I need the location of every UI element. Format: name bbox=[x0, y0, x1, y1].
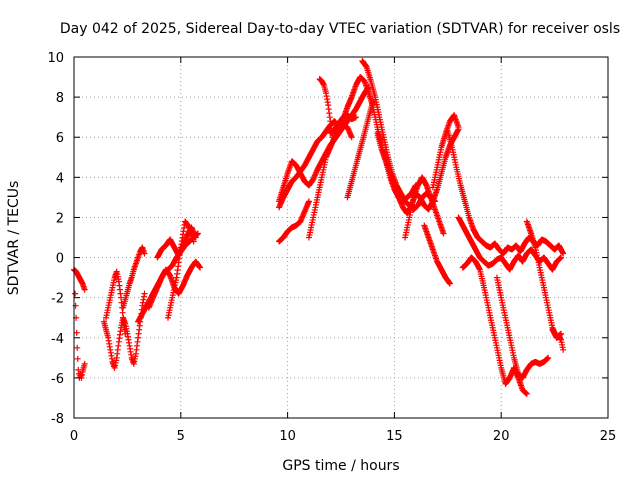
y-tick-label: -8 bbox=[51, 412, 64, 427]
x-tick-label: 15 bbox=[386, 429, 403, 444]
data-series bbox=[402, 174, 447, 241]
data-series bbox=[100, 290, 148, 371]
data-point bbox=[446, 280, 453, 287]
data-point bbox=[122, 330, 129, 337]
data-point bbox=[352, 114, 359, 121]
data-series bbox=[120, 244, 148, 311]
x-tick-label: 20 bbox=[493, 429, 510, 444]
x-tick-label: 0 bbox=[70, 429, 78, 444]
data-point bbox=[523, 390, 530, 397]
data-series bbox=[276, 198, 312, 245]
data-point bbox=[558, 254, 565, 261]
data-series bbox=[305, 122, 355, 241]
data-point bbox=[455, 124, 462, 131]
x-tick-label: 5 bbox=[177, 429, 185, 444]
data-series bbox=[549, 326, 567, 353]
data-series bbox=[421, 222, 453, 287]
data-point bbox=[81, 360, 88, 367]
y-axis-label: SDTVAR / TECUs bbox=[6, 181, 22, 296]
y-tick-label: 4 bbox=[56, 171, 64, 186]
y-tick-label: 8 bbox=[56, 91, 64, 106]
data-series bbox=[145, 258, 204, 311]
y-tick-label: -4 bbox=[51, 332, 64, 347]
data-point bbox=[81, 286, 88, 293]
y-tick-label: -2 bbox=[51, 292, 64, 307]
data-series bbox=[103, 268, 129, 337]
data-series bbox=[72, 290, 88, 381]
data-series bbox=[164, 218, 197, 321]
gridlines bbox=[74, 57, 608, 418]
data-point bbox=[74, 355, 81, 362]
y-tick-label: 2 bbox=[56, 211, 64, 226]
data-point bbox=[141, 250, 148, 257]
data-point bbox=[118, 299, 125, 306]
chart-title: Day 042 of 2025, Sidereal Day-to-day VTE… bbox=[60, 21, 620, 37]
data-point bbox=[305, 198, 312, 205]
data-point bbox=[74, 344, 81, 351]
y-tick-label: 0 bbox=[56, 252, 64, 267]
data-series bbox=[327, 112, 359, 137]
data-point bbox=[560, 346, 567, 353]
y-tick-label: -6 bbox=[51, 372, 64, 387]
data-series bbox=[344, 98, 377, 201]
data-point bbox=[141, 290, 148, 297]
x-tick-label: 10 bbox=[279, 429, 296, 444]
data-point bbox=[348, 134, 355, 141]
data-point bbox=[190, 238, 197, 245]
plot-frame bbox=[73, 56, 609, 419]
y-tick-label: 10 bbox=[47, 51, 64, 66]
data-point bbox=[440, 230, 447, 237]
y-tick-label: 6 bbox=[56, 131, 64, 146]
x-tick-label: 25 bbox=[600, 429, 617, 444]
data-point bbox=[197, 264, 204, 271]
data-points bbox=[71, 58, 567, 397]
data-point bbox=[545, 354, 552, 361]
data-point bbox=[73, 329, 80, 336]
data-point bbox=[119, 309, 126, 316]
data-point bbox=[72, 290, 79, 297]
data-series bbox=[444, 128, 567, 257]
data-series bbox=[493, 274, 552, 381]
axis-ticks: 0 5 10 15 20 25 -8 -6 -4 -2 0 2 4 6 8 10 bbox=[47, 51, 616, 444]
data-point bbox=[560, 250, 567, 257]
x-axis-label: GPS time / hours bbox=[282, 458, 399, 474]
data-point bbox=[329, 134, 336, 141]
